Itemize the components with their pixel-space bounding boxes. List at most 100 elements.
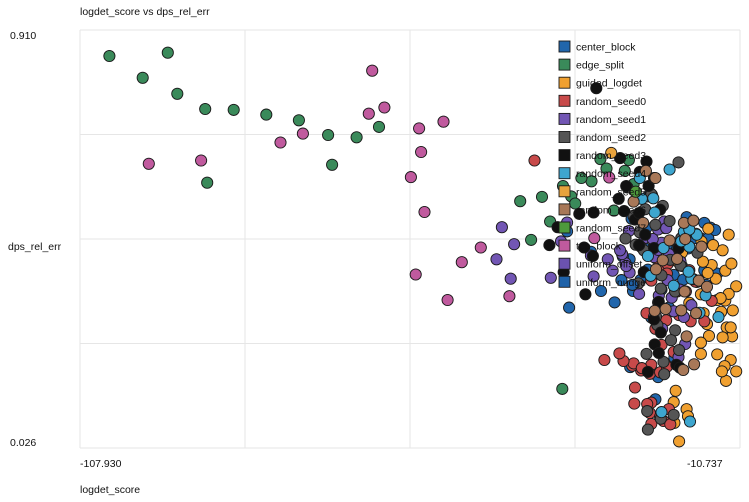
legend-swatch-uniform_nudge xyxy=(558,275,571,288)
data-point-edge_split xyxy=(535,190,549,203)
legend-swatch-guided_logdet xyxy=(558,76,571,89)
legend-label-random_seed3: random_seed3 xyxy=(576,150,646,162)
data-point-random_seed4 xyxy=(683,415,697,428)
data-point-guided_logdet xyxy=(694,347,707,360)
data-point-random_seed2 xyxy=(664,334,678,347)
y-tick-label-max: 0.910 xyxy=(10,30,37,42)
data-point-random_seed3 xyxy=(590,82,603,95)
data-point-random_seed2 xyxy=(649,218,662,231)
data-point-edge_split xyxy=(575,171,588,185)
legend-label-uniform_nudge: uniform_nudge xyxy=(576,277,646,289)
data-point-edge_split xyxy=(136,71,149,84)
data-point-random_seed2 xyxy=(658,368,671,381)
data-point-edge_split xyxy=(594,153,607,166)
data-point-edge_split xyxy=(227,103,240,116)
data-point-guided_logdet xyxy=(725,257,738,270)
data-point-edge_split xyxy=(372,120,386,133)
data-point-top_block xyxy=(474,241,487,254)
data-point-guided_logdet xyxy=(722,228,735,241)
data-point-edge_split xyxy=(326,158,339,171)
data-point-random_seed6 xyxy=(637,216,650,229)
data-point-random_seed3 xyxy=(573,207,586,220)
data-point-random_seed1 xyxy=(620,259,633,273)
legend-label-random_seed5: random_seed5 xyxy=(576,186,646,198)
data-point-center_block xyxy=(594,284,608,298)
data-point-edge_split xyxy=(199,102,212,116)
data-point-random_seed4 xyxy=(712,310,725,324)
data-point-random_seed3 xyxy=(652,346,665,360)
legend-label-random_seed7: random_seed7 xyxy=(576,223,646,235)
legend-label-uniform_offset: uniform_offset xyxy=(576,259,642,271)
data-point-random_seed2 xyxy=(673,344,686,357)
data-point-random_seed6 xyxy=(648,304,661,317)
data-point-random_seed1 xyxy=(504,272,517,285)
data-point-top_block xyxy=(455,256,468,269)
data-point-random_seed6 xyxy=(687,214,700,227)
data-point-guided_logdet xyxy=(724,321,737,334)
data-point-random_seed7 xyxy=(629,185,642,198)
data-point-top_block xyxy=(437,115,450,128)
data-point-guided_logdet xyxy=(701,266,714,280)
data-point-random_seed6 xyxy=(649,171,662,185)
data-point-random_seed3 xyxy=(639,228,652,241)
data-point-random_seed3 xyxy=(612,192,625,205)
legend-swatch-random_seed2 xyxy=(558,131,571,143)
data-point-guided_logdet xyxy=(694,336,707,349)
data-point-random_seed2 xyxy=(654,282,667,295)
data-point-random_seed2 xyxy=(619,232,632,245)
data-point-edge_split xyxy=(514,195,527,208)
data-point-top_block xyxy=(441,293,454,307)
data-point-random_seed2 xyxy=(663,214,676,228)
data-point-random_seed1 xyxy=(508,238,521,251)
data-point-random_seed2 xyxy=(672,156,685,169)
data-point-guided_logdet xyxy=(707,239,720,252)
x-tick-label-max: -10.737 xyxy=(687,458,723,470)
data-point-edge_split xyxy=(350,131,363,144)
data-point-random_seed3 xyxy=(579,288,592,301)
data-point-guided_logdet xyxy=(711,348,724,361)
data-point-center_block xyxy=(563,301,576,314)
data-point-random_seed0 xyxy=(628,397,641,410)
data-point-guided_logdet xyxy=(730,280,743,293)
data-point-guided_logdet xyxy=(702,222,715,235)
data-point-top_block xyxy=(366,64,379,77)
data-point-random_seed6 xyxy=(692,274,705,287)
chart-title: logdet_score vs dps_rel_err xyxy=(80,6,210,18)
data-point-guided_logdet xyxy=(715,365,728,378)
x-tick-label-min: -107.930 xyxy=(80,458,122,470)
data-point-random_seed0 xyxy=(613,347,626,360)
data-point-guided_logdet xyxy=(716,331,729,344)
x-axis-label: logdet_score xyxy=(80,484,141,496)
legend-label-random_seed6: random_seed6 xyxy=(576,204,646,216)
data-point-random_seed6 xyxy=(690,307,703,320)
data-point-guided_logdet xyxy=(669,384,682,397)
data-point-random_seed0 xyxy=(528,154,541,167)
data-point-random_seed3 xyxy=(614,152,627,165)
data-point-edge_split xyxy=(161,46,174,59)
data-point-random_seed1 xyxy=(544,271,557,284)
data-point-random_seed4 xyxy=(655,406,668,419)
data-points xyxy=(103,46,743,448)
data-point-random_seed6 xyxy=(679,232,692,246)
data-point-center_block xyxy=(615,274,628,287)
data-point-random_seed1 xyxy=(490,253,503,266)
data-point-random_seed3 xyxy=(641,365,654,378)
data-point-uniform_nudge xyxy=(626,278,639,291)
legend-swatch-uniform_offset xyxy=(558,257,571,270)
data-point-top_block xyxy=(195,154,208,167)
data-point-edge_split xyxy=(201,176,214,189)
legend-swatch-random_seed4 xyxy=(558,167,571,180)
data-point-random_seed6 xyxy=(656,254,669,267)
data-point-top_block xyxy=(413,122,426,135)
legend-swatch-center_block xyxy=(558,40,571,53)
data-point-edge_split xyxy=(171,87,184,100)
legend-label-edge_split: edge_split xyxy=(576,60,624,72)
data-point-uniform_offset xyxy=(614,244,627,257)
data-point-random_seed3 xyxy=(586,249,599,263)
legend-swatch-random_seed6 xyxy=(558,203,571,216)
data-point-random_seed5 xyxy=(605,146,618,159)
data-point-random_seed1 xyxy=(601,253,614,266)
legend-label-center_block: center_block xyxy=(576,42,636,54)
legend-label-top_block: top_block xyxy=(576,241,622,253)
